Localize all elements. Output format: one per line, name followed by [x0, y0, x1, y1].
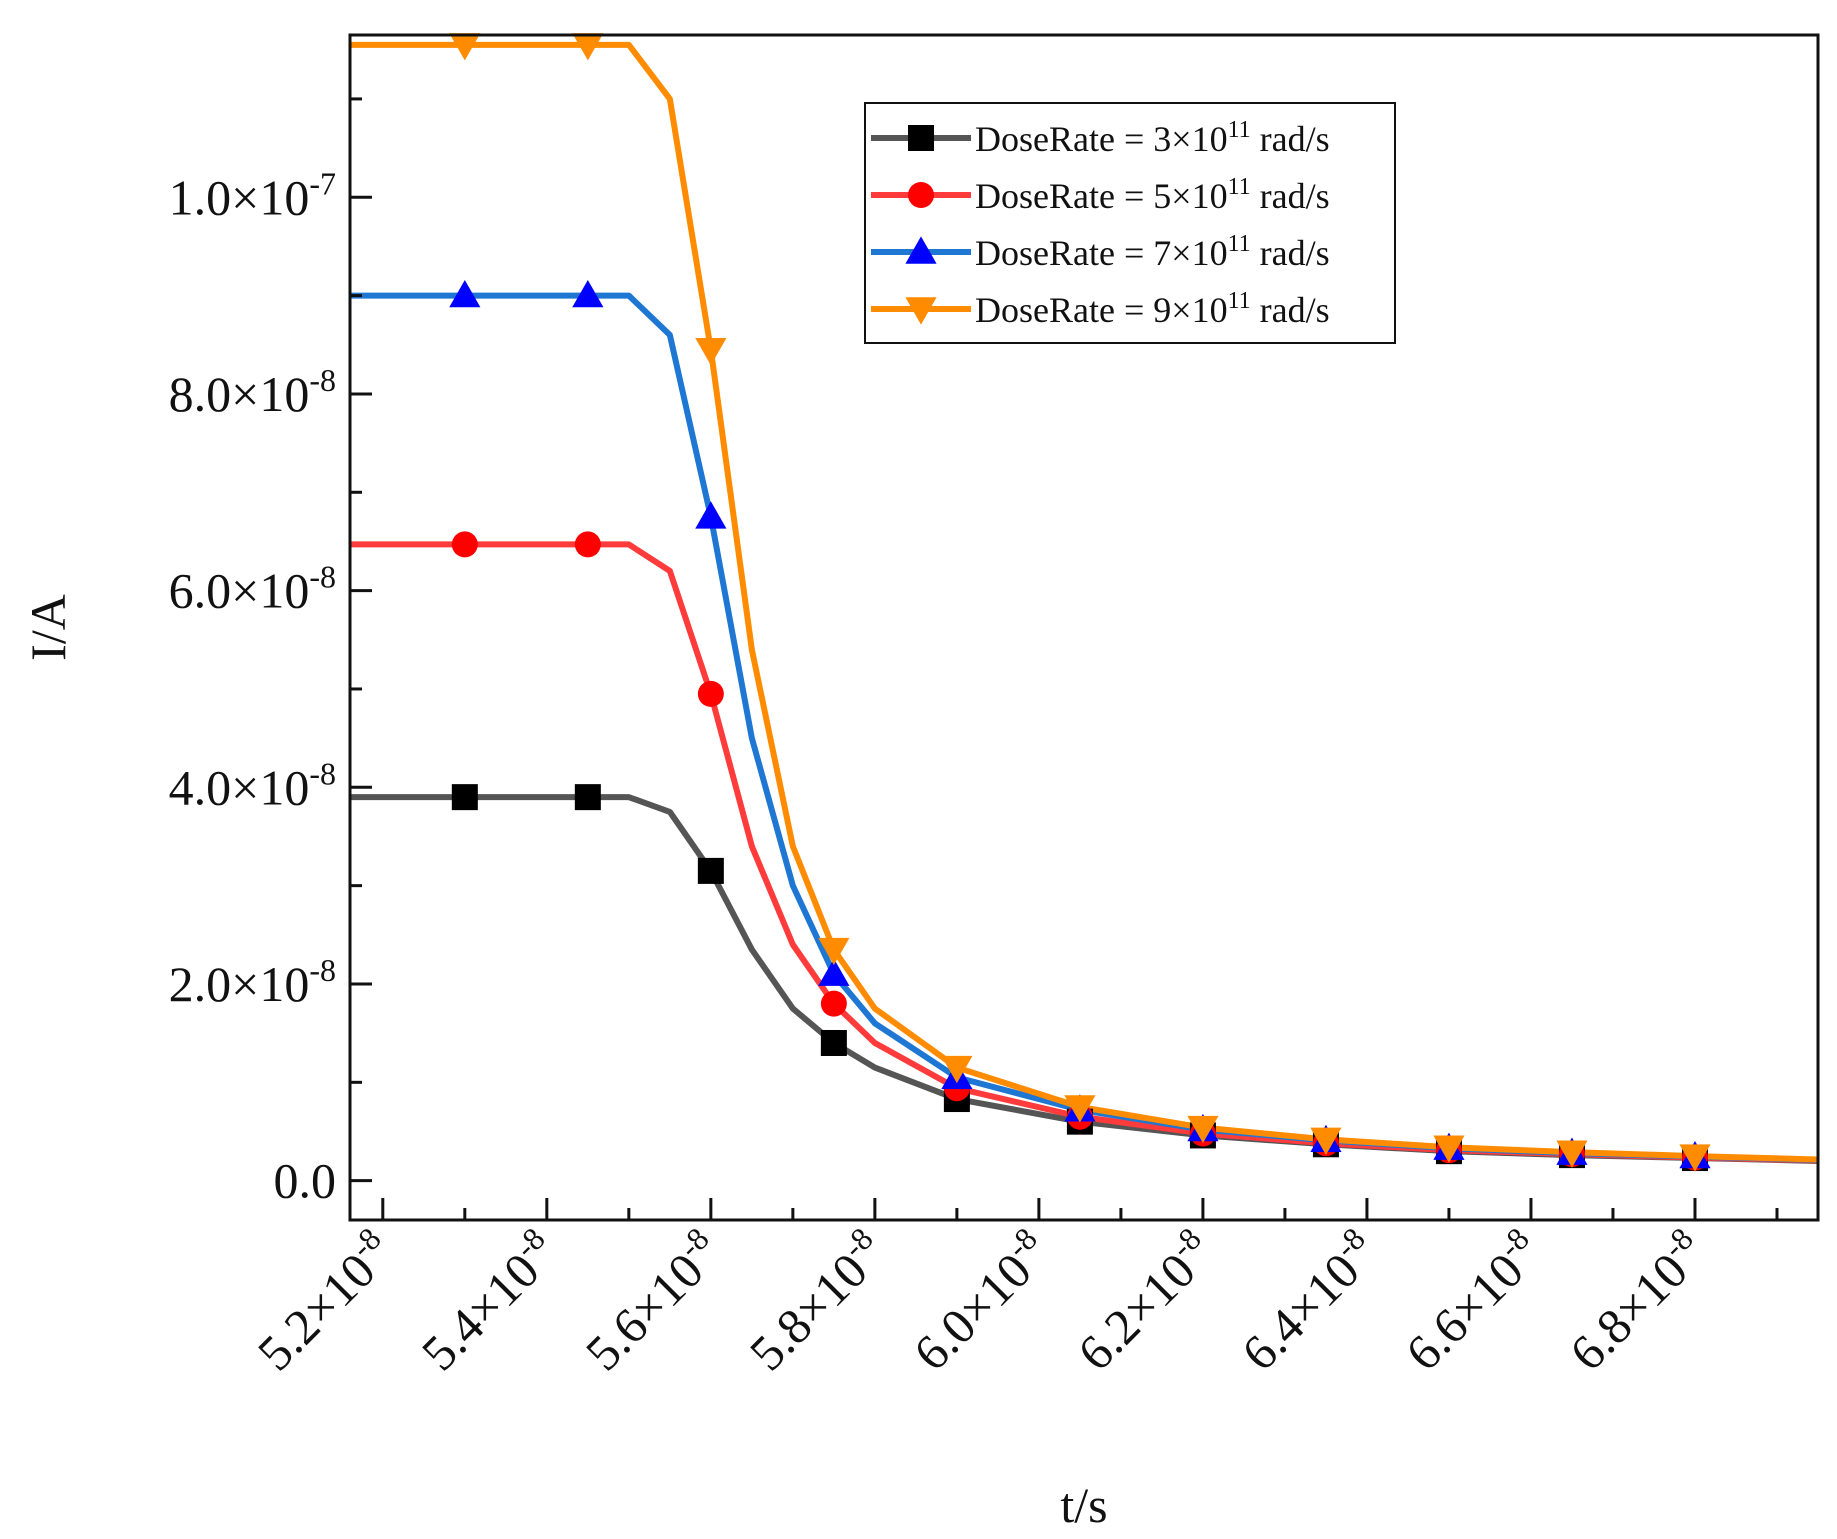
- data-point-series-3: [695, 501, 727, 529]
- x-axis-label: t/s: [1060, 1477, 1107, 1533]
- data-point-series-4: [1556, 1140, 1588, 1168]
- legend-label-exponent: 11: [1228, 117, 1251, 143]
- data-point-series-1: [451, 784, 478, 811]
- data-point-series-4: [1187, 1115, 1219, 1144]
- legend-marker: [905, 236, 937, 264]
- legend-label-text: DoseRate = 7×10: [975, 233, 1228, 273]
- y-tick-exponent: -8: [309, 952, 336, 988]
- y-tick-mantissa: 8.0×10: [169, 366, 310, 422]
- plot-markers: [449, 33, 1711, 1172]
- legend-label: DoseRate = 9×1011 rad/s: [975, 288, 1330, 330]
- plot-lines: [350, 41, 1819, 1164]
- series-line-4: [350, 41, 1819, 1163]
- y-tick-label: 4.0×10-8: [169, 755, 336, 815]
- y-tick-label: 6.0×10-8: [169, 559, 336, 619]
- legend-label: DoseRate = 7×1011 rad/s: [975, 231, 1330, 273]
- legend-label-text: DoseRate = 9×10: [975, 290, 1228, 330]
- y-axis: 0.02.0×10-84.0×10-86.0×10-88.0×10-81.0×1…: [169, 97, 372, 1209]
- data-point-series-3: [572, 280, 604, 308]
- data-point-series-4: [941, 1055, 973, 1084]
- legend-label-exponent: 11: [1228, 174, 1251, 200]
- legend-marker: [905, 297, 937, 325]
- y-tick-label: 8.0×10-8: [169, 362, 336, 422]
- y-tick-label: 2.0×10-8: [169, 952, 336, 1012]
- data-point-series-4: [572, 33, 604, 61]
- plot-frame: [348, 33, 1820, 1222]
- legend-label-exponent: 11: [1228, 231, 1251, 257]
- y-tick-exponent: -8: [309, 755, 336, 791]
- legend-label-text: DoseRate = 5×10: [975, 176, 1228, 216]
- legend-marker: [908, 182, 934, 208]
- y-tick-mantissa: 4.0×10: [169, 759, 310, 815]
- y-tick-mantissa: 6.0×10: [169, 563, 310, 619]
- data-point-series-2: [820, 990, 847, 1017]
- data-point-series-4: [818, 937, 850, 966]
- legend-label-unit: rad/s: [1251, 119, 1330, 159]
- data-point-series-4: [1310, 1127, 1342, 1155]
- data-point-series-4: [695, 337, 727, 366]
- y-tick-label: 0.0: [274, 1153, 337, 1209]
- data-point-series-1: [574, 784, 601, 811]
- data-point-series-4: [1064, 1095, 1096, 1123]
- data-point-series-3: [449, 280, 481, 308]
- y-tick-mantissa: 1.0×10: [169, 169, 310, 225]
- data-point-series-2: [451, 531, 478, 558]
- legend-label: DoseRate = 5×1011 rad/s: [975, 174, 1330, 216]
- legend-box: [864, 102, 1396, 344]
- y-tick-label: 1.0×10-7: [169, 165, 336, 225]
- legend-label-unit: rad/s: [1251, 176, 1330, 216]
- legend-label-exponent: 11: [1228, 288, 1251, 314]
- legend-label: DoseRate = 3×1011 rad/s: [975, 117, 1330, 159]
- y-tick-exponent: -7: [309, 165, 336, 201]
- y-tick-exponent: -8: [309, 362, 336, 398]
- y-tick-mantissa: 2.0×10: [169, 956, 310, 1012]
- data-point-series-4: [449, 33, 481, 61]
- legend-label-unit: rad/s: [1251, 290, 1330, 330]
- data-point-series-2: [574, 531, 601, 558]
- data-point-series-3: [818, 958, 850, 986]
- data-point-series-4: [1433, 1135, 1465, 1163]
- legend-marker: [908, 125, 934, 151]
- data-point-series-1: [820, 1029, 847, 1056]
- legend-label-unit: rad/s: [1251, 233, 1330, 273]
- data-point-series-4: [1679, 1144, 1711, 1172]
- legend-label-text: DoseRate = 3×10: [975, 119, 1228, 159]
- data-point-series-2: [697, 680, 724, 707]
- y-axis-label: I/A: [20, 594, 76, 661]
- y-tick-exponent: -8: [309, 559, 336, 595]
- data-point-series-1: [697, 857, 724, 884]
